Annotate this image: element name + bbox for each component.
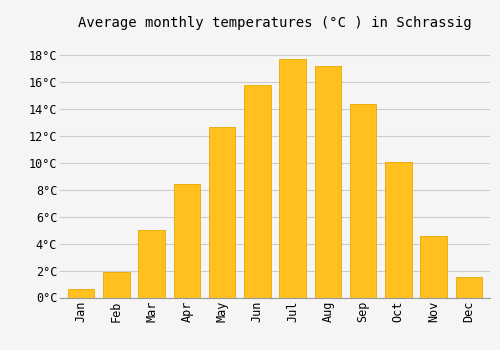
Bar — [68, 289, 94, 298]
Bar — [456, 277, 482, 297]
Bar — [209, 127, 236, 298]
Bar — [103, 272, 130, 298]
Bar — [385, 162, 411, 298]
Bar — [244, 85, 270, 298]
Bar — [314, 66, 341, 297]
Bar — [280, 59, 306, 298]
Bar — [420, 236, 447, 298]
Bar — [350, 104, 376, 298]
Title: Average monthly temperatures (°C ) in Schrassig: Average monthly temperatures (°C ) in Sc… — [78, 16, 472, 30]
Bar — [138, 230, 165, 298]
Bar — [174, 184, 200, 298]
